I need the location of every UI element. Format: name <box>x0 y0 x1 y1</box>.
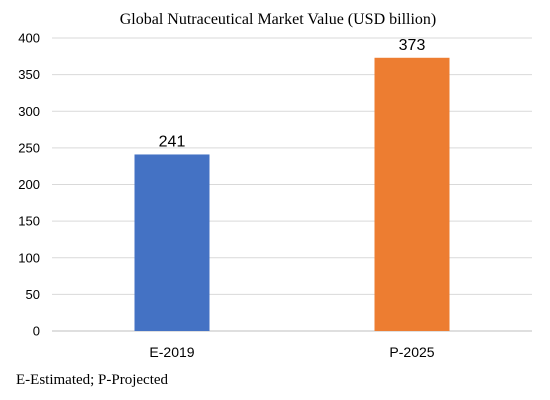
bar-e-2019 <box>134 154 210 331</box>
bar-chart: Global Nutraceutical Market Value (USD b… <box>18 11 532 360</box>
data-labels: 241 373 <box>159 37 426 151</box>
bars <box>134 57 450 332</box>
x-category-label: P-2025 <box>389 344 434 360</box>
data-label-e-2019: 241 <box>159 133 186 150</box>
y-tick-label: 100 <box>18 250 40 265</box>
y-tick-label: 0 <box>33 324 40 339</box>
footnote: E-Estimated; P-Projected <box>16 372 169 388</box>
y-tick-label: 50 <box>26 287 40 302</box>
chart-title: Global Nutraceutical Market Value (USD b… <box>120 11 437 28</box>
y-tick-label: 300 <box>18 104 40 119</box>
y-tick-label: 350 <box>18 67 40 82</box>
x-category-label: E-2019 <box>149 344 194 360</box>
bar-p-2025 <box>374 57 450 332</box>
y-tick-label: 150 <box>18 214 40 229</box>
data-label-p-2025: 373 <box>399 37 426 54</box>
y-tick-label: 200 <box>18 177 40 192</box>
y-tick-label: 250 <box>18 140 40 155</box>
y-tick-label: 400 <box>18 31 40 46</box>
gridlines <box>52 37 532 332</box>
y-axis-tick-labels: 0 50 100 150 200 250 300 350 400 <box>18 31 40 339</box>
x-axis-category-labels: E-2019 P-2025 <box>149 344 434 360</box>
